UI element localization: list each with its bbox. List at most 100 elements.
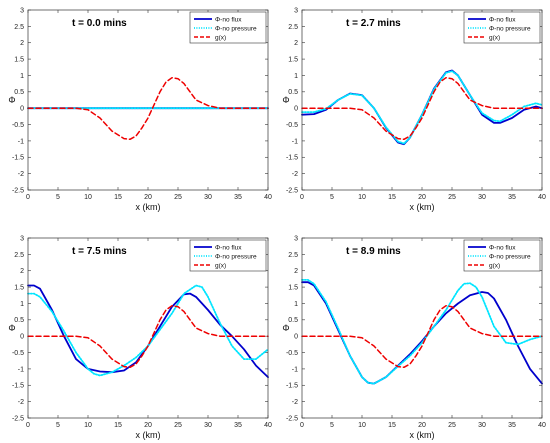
y-tick-label: 1.5 (14, 284, 24, 291)
y-tick-label: 2.5 (288, 252, 298, 259)
legend: Φ-no flux Φ-no pressure g(x) (189, 239, 267, 272)
x-tick-label: 5 (56, 194, 60, 201)
y-axis-label: Φ (8, 95, 15, 105)
legend: Φ-no flux Φ-no pressure g(x) (463, 11, 541, 44)
plot-frame (27, 9, 269, 191)
panel-title: t = 8.9 mins (346, 246, 401, 257)
chart-panel-2: -2.5-2-1.5-1-0.500.511.522.530 5 10 15 20 25 3… (282, 7, 546, 212)
x-tick-label: 35 (234, 194, 242, 201)
legend-label: g(x) (215, 262, 226, 269)
y-tick-label: 0 (294, 334, 298, 341)
y-tick-label: 0.5 (288, 317, 298, 324)
plot-frame (301, 9, 543, 191)
y-tick-label: -1.5 (286, 155, 298, 162)
x-tick-label: 15 (114, 422, 122, 429)
legend-box (189, 11, 267, 44)
series-line-2 (27, 284, 269, 377)
x-tick-label: 35 (234, 422, 242, 429)
panel-title: t = 0.0 mins (72, 18, 127, 29)
series-line-2 (301, 70, 543, 145)
chart-panel-1: -2.5-2-1.5-1-0.500.511.522.530 5 10 15 20 25 3… (8, 7, 272, 212)
y-tick-label: 3 (20, 235, 24, 242)
y-tick-label: 2 (20, 40, 24, 47)
y-tick-label: 1.5 (288, 284, 298, 291)
y-tick-label: 3 (294, 7, 298, 14)
legend: Φ-no flux Φ-no pressure g(x) (463, 239, 541, 272)
y-tick-label: 0 (294, 106, 298, 113)
x-tick-label: 20 (144, 422, 152, 429)
y-axis-label: Φ (282, 323, 289, 333)
y-tick-label: -1 (292, 366, 298, 373)
x-tick-label: 20 (418, 194, 426, 201)
x-tick-label: 40 (538, 422, 546, 429)
chart-panel-4: -2.5-2-1.5-1-0.500.511.522.530 5 10 15 20 25 3… (282, 235, 546, 440)
x-tick-label: 10 (358, 422, 366, 429)
x-axis-label: x (km) (410, 202, 435, 212)
y-tick-label: 0.5 (14, 89, 24, 96)
chart-panel-3: -2.5-2-1.5-1-0.500.511.522.530 5 10 15 20 25 3… (8, 235, 272, 440)
y-tick-label: 2.5 (14, 24, 24, 31)
y-tick-label: -0.5 (12, 350, 24, 357)
legend-label: g(x) (489, 34, 500, 41)
y-tick-label: 3 (294, 235, 298, 242)
legend-label: Φ-no pressure (215, 253, 257, 260)
x-tick-label: 35 (508, 422, 516, 429)
x-axis-label: x (km) (410, 430, 435, 440)
x-tick-label: 10 (358, 194, 366, 201)
legend-label: Φ-no pressure (489, 253, 531, 260)
y-tick-label: 1 (20, 301, 24, 308)
y-tick-label: 2 (294, 268, 298, 275)
legend: Φ-no flux Φ-no pressure g(x) (189, 11, 267, 44)
x-tick-label: 30 (478, 194, 486, 201)
y-tick-label: -2.5 (12, 187, 24, 194)
x-tick-label: 20 (418, 422, 426, 429)
x-tick-label: 25 (448, 194, 456, 201)
y-axis-label: Φ (282, 95, 289, 105)
x-tick-label: 30 (204, 422, 212, 429)
x-tick-label: 5 (330, 422, 334, 429)
y-tick-label: 0.5 (14, 317, 24, 324)
y-tick-label: 1 (294, 73, 298, 80)
series-line-3 (27, 304, 269, 369)
x-tick-label: 0 (300, 422, 304, 429)
x-tick-label: 35 (508, 194, 516, 201)
y-tick-label: -2.5 (286, 415, 298, 422)
y-tick-label: -2.5 (286, 187, 298, 194)
x-tick-label: 15 (388, 194, 396, 201)
x-tick-label: 0 (26, 422, 30, 429)
legend-box (189, 239, 267, 272)
y-tick-label: -2 (18, 171, 24, 178)
legend-label: g(x) (215, 34, 226, 41)
y-tick-label: -1 (18, 138, 24, 145)
legend-box (463, 11, 541, 44)
x-axis-label: x (km) (136, 430, 161, 440)
x-tick-label: 40 (264, 422, 272, 429)
x-tick-label: 25 (174, 194, 182, 201)
y-tick-label: -0.5 (286, 350, 298, 357)
series-line-2 (301, 279, 543, 385)
x-tick-label: 5 (330, 194, 334, 201)
x-tick-label: 15 (114, 194, 122, 201)
y-tick-label: -1 (292, 138, 298, 145)
legend-label: Φ-no flux (215, 244, 242, 251)
panel-title: t = 2.7 mins (346, 18, 401, 29)
y-tick-label: 1 (20, 73, 24, 80)
y-tick-label: 2 (20, 268, 24, 275)
plot-frame (301, 237, 543, 419)
x-tick-label: 30 (478, 422, 486, 429)
y-tick-label: -1.5 (12, 383, 24, 390)
y-tick-label: -1 (18, 366, 24, 373)
plot-frame (27, 237, 269, 419)
x-tick-label: 30 (204, 194, 212, 201)
y-tick-label: 1 (294, 301, 298, 308)
x-tick-label: 25 (448, 422, 456, 429)
x-tick-label: 20 (144, 194, 152, 201)
x-tick-label: 0 (26, 194, 30, 201)
legend-label: Φ-no pressure (215, 25, 257, 32)
x-tick-label: 40 (538, 194, 546, 201)
y-tick-label: 1.5 (288, 56, 298, 63)
x-axis-label: x (km) (136, 202, 161, 212)
x-tick-label: 10 (84, 422, 92, 429)
series-line-3 (27, 76, 269, 141)
series-line-3 (301, 76, 543, 141)
